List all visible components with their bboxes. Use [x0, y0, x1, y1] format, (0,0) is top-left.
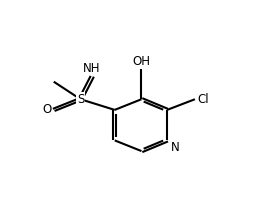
Text: Cl: Cl [198, 93, 209, 106]
Text: S: S [77, 93, 84, 106]
Text: NH: NH [83, 62, 100, 74]
Text: O: O [42, 103, 51, 116]
Text: OH: OH [132, 55, 150, 68]
Text: N: N [171, 141, 180, 154]
